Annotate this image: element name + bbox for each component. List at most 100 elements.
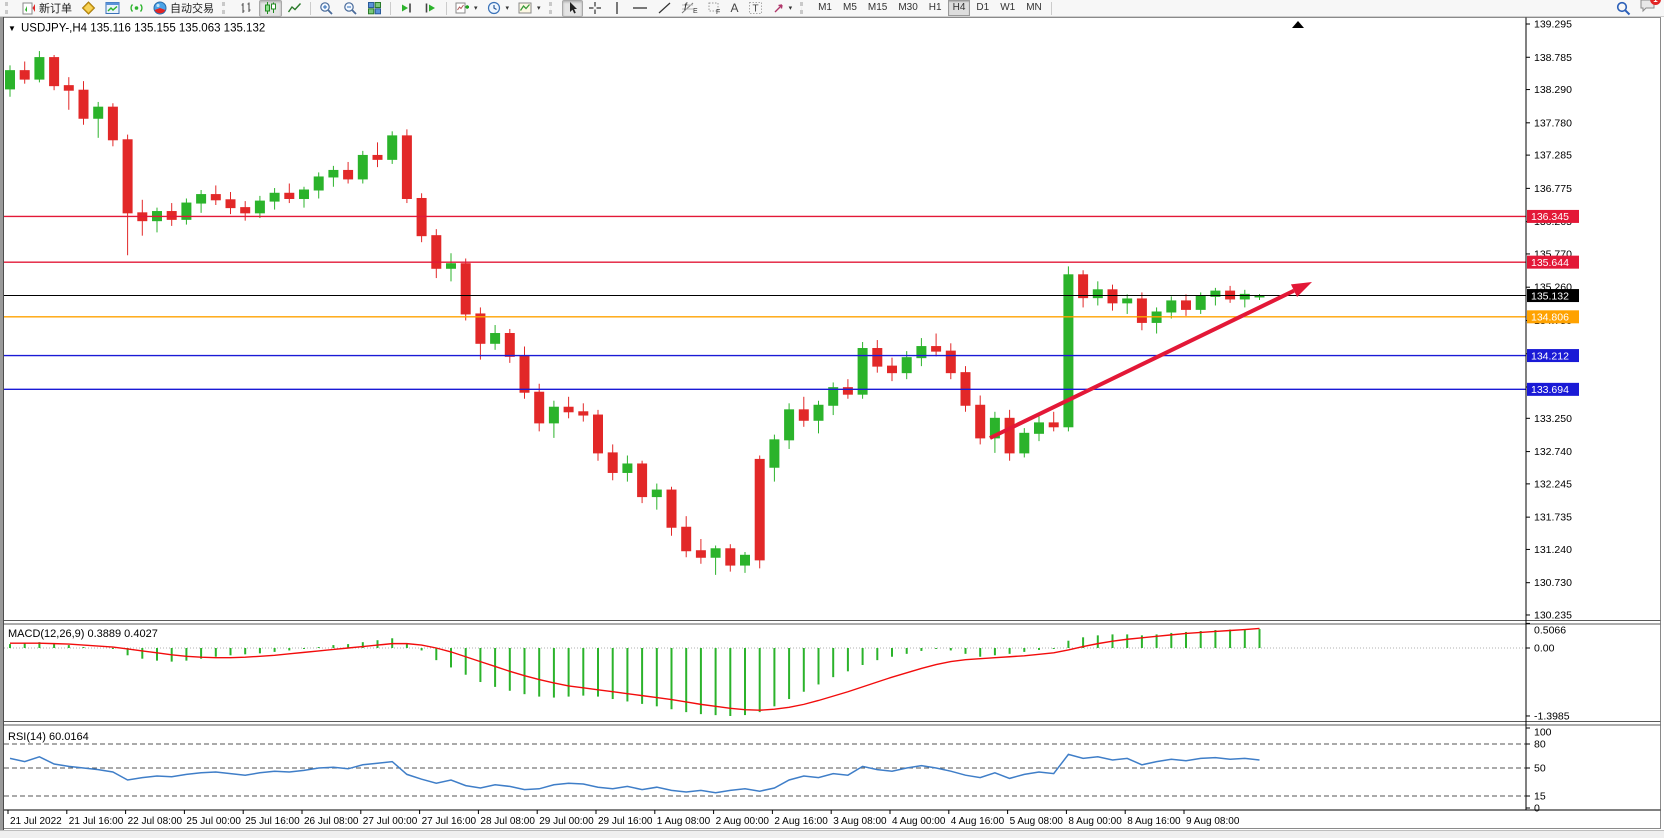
candle-body [5, 70, 15, 90]
vertical-line-tool-button[interactable] [607, 0, 627, 17]
candle-body [651, 489, 662, 498]
timeframe-h4-button[interactable]: H4 [947, 0, 971, 16]
candle-body [504, 333, 515, 357]
crosshair-tool-button[interactable] [584, 0, 606, 17]
chart-shift-icon [425, 3, 435, 13]
chart-labels: ▼ USDJPY-,H4 135.116 135.155 135.063 135.… [8, 23, 265, 744]
candle-body [196, 194, 207, 204]
candle-body [78, 89, 89, 119]
timeframe-m5-button[interactable]: M5 [842, 2, 857, 13]
candle-body [1048, 422, 1059, 428]
rsi-line [9, 753, 1260, 794]
notification-badge: 1 [1650, 0, 1661, 5]
macd-tick-label: 0.00 [1534, 643, 1555, 655]
bar-chart-mode-button[interactable] [235, 0, 258, 17]
zoom-out-button[interactable] [339, 0, 362, 17]
autotrade-button[interactable]: 自动交易 [149, 0, 218, 17]
market-depth-button[interactable] [77, 0, 100, 17]
arrows-tool-icon [774, 4, 783, 13]
candle-body [842, 387, 853, 395]
candle-body [328, 169, 339, 178]
new-chart-icon [105, 2, 120, 14]
timeframe-h1-button[interactable]: H1 [928, 2, 942, 13]
timeframe-m1-button[interactable]: M1 [818, 2, 832, 13]
toolbar-drag-handle[interactable] [5, 2, 14, 14]
rsi-tick-label: 80 [1534, 739, 1546, 751]
fibonacci-tool-button[interactable]: E f [677, 0, 702, 17]
text-tool-icon: A [730, 1, 739, 15]
new-order-icon [22, 2, 35, 15]
search-icon[interactable] [1616, 1, 1631, 16]
time-axis: 21 Jul 2022 21 Jul 16:00 22 Jul 08:00 25 Ju… [7, 810, 1240, 827]
timeframe-m15-button[interactable]: M15 [867, 2, 888, 13]
auto-scroll-icon [402, 3, 411, 13]
candle-body [725, 548, 736, 566]
hline-objects[interactable] [4, 215, 1526, 391]
price-tag-134.212: 134.212 [1531, 350, 1569, 362]
macd-tick-label: 0.5066 [1534, 625, 1566, 637]
candle-body [1004, 417, 1015, 454]
timeframe-d1-button[interactable]: D1 [976, 2, 990, 13]
candle-body [857, 348, 868, 395]
candle-body [989, 417, 1000, 439]
price-tick-label: 132.245 [1534, 478, 1572, 490]
timeframe-mn-button[interactable]: MN [1026, 2, 1042, 13]
new-chart-button[interactable] [101, 0, 124, 17]
toolbar-separator [446, 1, 447, 15]
candle-body [945, 350, 956, 374]
candle-body [975, 404, 986, 439]
toolbar-drag-handle[interactable] [222, 2, 231, 14]
time-tick-label: 2 Aug 00:00 [716, 816, 770, 827]
candle-body [254, 200, 265, 214]
candle-body [1136, 298, 1147, 323]
horizontal-line-tool-button[interactable] [628, 0, 652, 17]
candle-body [1166, 300, 1177, 313]
svg-text:E: E [693, 8, 698, 15]
candle-body [122, 139, 133, 214]
candle-body [622, 463, 633, 473]
trend-arrow[interactable] [989, 282, 1312, 440]
time-tick-label: 8 Aug 16:00 [1127, 816, 1181, 827]
label-tool-button[interactable]: T [744, 0, 767, 17]
price-tag-134.806: 134.806 [1531, 312, 1569, 324]
line-chart-mode-button[interactable] [283, 0, 306, 17]
chart-shift-button[interactable] [419, 0, 442, 17]
candle-body [401, 135, 412, 199]
status-bar [0, 830, 1664, 838]
trendline-tool-button[interactable] [653, 0, 676, 17]
svg-text:T: T [752, 4, 758, 15]
bar-chart-icon [241, 2, 251, 13]
notifications-button[interactable]: 1 [1639, 0, 1661, 18]
cursor-tool-button[interactable] [561, 0, 583, 17]
signals-button[interactable] [125, 0, 148, 17]
cycle-lines-tool-button[interactable]: F [703, 0, 726, 17]
text-tool-button[interactable]: A [727, 0, 743, 17]
macd-label: MACD(12,26,9) 0.3889 0.4027 [8, 628, 158, 640]
price-tag-133.694: 133.694 [1531, 384, 1569, 396]
candle-body [284, 192, 295, 199]
add-indicator-button[interactable]: ▾ [451, 0, 482, 17]
candle-body [269, 192, 280, 202]
toolbar-drag-handle[interactable] [548, 2, 558, 14]
tile-windows-button[interactable] [363, 0, 386, 17]
candle-body [784, 409, 795, 441]
zoom-in-icon [320, 2, 333, 15]
auto-scroll-button[interactable] [395, 0, 418, 17]
periods-button[interactable]: ▾ [483, 0, 514, 17]
timeframe-m30-button[interactable]: M30 [898, 2, 918, 13]
toolbar-drag-handle[interactable] [800, 2, 809, 14]
time-tick-label: 29 Jul 16:00 [598, 816, 653, 827]
candlestick-mode-button[interactable] [259, 0, 282, 17]
timeframe-w1-button[interactable]: W1 [1000, 2, 1016, 13]
time-tick-label: 5 Aug 08:00 [1010, 816, 1064, 827]
templates-button[interactable]: ▾ [514, 0, 545, 17]
candle-body [872, 348, 883, 367]
candle-body [1078, 274, 1089, 299]
arrows-tool-button[interactable]: ▾ [768, 0, 797, 17]
rsi-tick-label: 100 [1534, 727, 1552, 739]
candle-body [166, 211, 177, 220]
chart-end-marker [1292, 21, 1304, 28]
new-order-button[interactable]: 新订单 [18, 0, 76, 17]
zoom-in-button[interactable] [315, 0, 338, 17]
